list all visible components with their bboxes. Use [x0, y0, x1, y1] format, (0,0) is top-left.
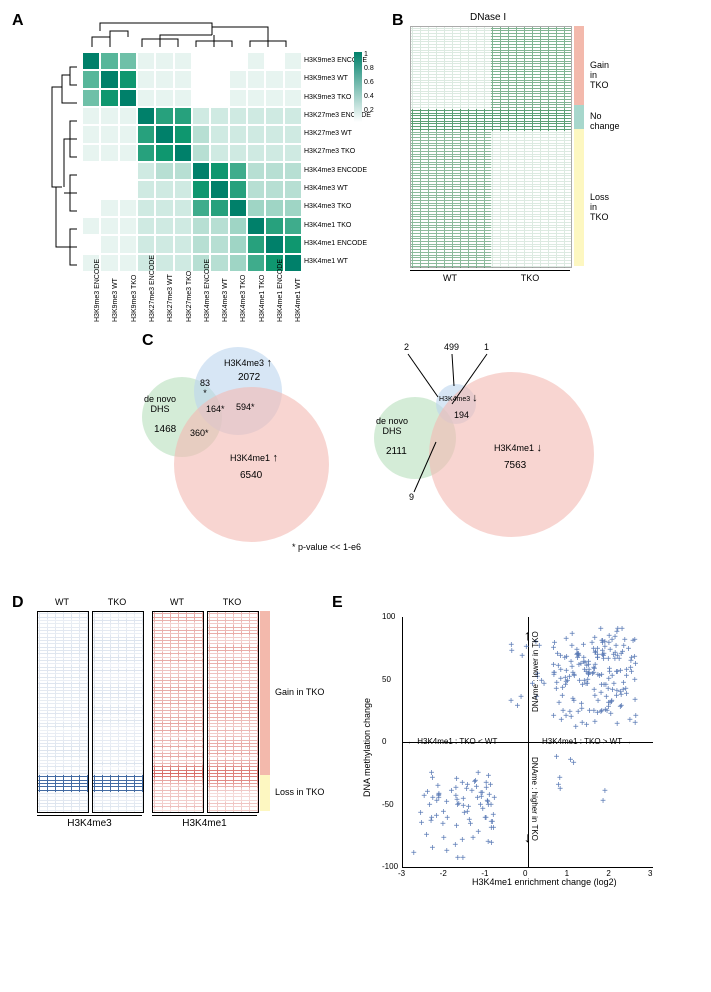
colorbar-ticks: 10.80.60.40.2 — [364, 48, 374, 118]
panel-c-venns: de novoDHS 1468 H3K4me3 ↑ 2072 H3K4me1 ↑… — [142, 332, 602, 562]
venn-right: de novoDHS 2111 H3K4me3 ↓ H3K4me1 ↓ 7563… — [374, 342, 594, 532]
panel-b-dnase-heatmap: DNase I Gain in TKONo changeLoss in TKO … — [400, 12, 690, 292]
venn-left-blue-n: 2072 — [238, 372, 260, 383]
dnase-heatmap-body — [410, 26, 572, 268]
heatmap-grid — [82, 52, 302, 272]
d-col-label-3: TKO — [207, 597, 257, 607]
figure: A B C D E H3K9me3 ENCODEH3K9me3 WTH3K9me… — [12, 12, 699, 980]
dendrogram-left — [42, 57, 77, 277]
d-heat-0 — [37, 611, 89, 813]
venn-left-pink-n: 6540 — [240, 470, 262, 481]
venn-left-green-n: 1468 — [154, 424, 176, 435]
venn-left: de novoDHS 1468 H3K4me3 ↑ 2072 H3K4me1 ↑… — [142, 342, 352, 532]
dnase-annot-bar — [574, 26, 584, 266]
quad-right: H3K4me1 : TKO > WT → — [542, 737, 632, 746]
d-annot-bar — [260, 611, 270, 811]
y-axis-label: DNA methylation change — [362, 698, 372, 797]
d-group-1: H3K4me1 — [152, 815, 257, 829]
dnase-column-labels: WT TKO — [410, 270, 570, 283]
heatmap-col-labels: H3K9me3 ENCODEH3K9me3 WTH3K9me3 TKOH3K27… — [82, 274, 302, 324]
dendrogram-top — [82, 17, 302, 47]
arrow-down-icon: ↓ — [524, 829, 531, 845]
d-heat-3 — [207, 611, 259, 813]
arrow-up-icon: ↑ — [524, 627, 531, 643]
d-col-label-1: TKO — [92, 597, 142, 607]
venn-left-pink-label: H3K4me1 ↑ — [230, 452, 278, 464]
panel-d-heatmaps: WT TKO WT TKO Gain in TKOLoss in TKO H3K… — [22, 597, 302, 847]
venn-left-gp: 360* — [190, 428, 209, 438]
venn-left-blue-label: H3K4me3 ↑ — [224, 357, 272, 369]
d-col-label-2: WT — [152, 597, 202, 607]
quad-left: ← H3K4me1 : TKO < WT — [407, 737, 497, 746]
panel-b-title: DNase I — [470, 12, 506, 23]
venn-left-green-label: de novoDHS — [144, 394, 176, 414]
panel-e-scatter: ++++++++++++++++++++++++++++++++++++++++… — [342, 597, 682, 897]
venn-left-gb: 83* — [200, 378, 210, 398]
x-axis-label: H3K4me1 enrichment change (log2) — [472, 877, 617, 887]
d-col-label-0: WT — [37, 597, 87, 607]
dnase-col-wt: WT — [410, 270, 490, 283]
venn-left-all: 164* — [206, 404, 225, 414]
dnase-col-tko: TKO — [490, 270, 570, 283]
quad-down: DNAme : higher in TKO — [530, 757, 539, 841]
venn-footnote: * p-value << 1-e6 — [292, 542, 361, 552]
venn-right-leaders — [374, 342, 594, 542]
colorbar — [354, 52, 362, 122]
panel-a-heatmap: H3K9me3 ENCODEH3K9me3 WTH3K9me3 TKOH3K27… — [22, 12, 372, 302]
quad-up: DNAme : lower in TKO — [531, 631, 540, 712]
venn-left-bp: 594* — [236, 402, 255, 412]
d-group-0: H3K4me3 — [37, 815, 142, 829]
d-heat-1 — [92, 611, 144, 813]
d-heat-2 — [152, 611, 204, 813]
